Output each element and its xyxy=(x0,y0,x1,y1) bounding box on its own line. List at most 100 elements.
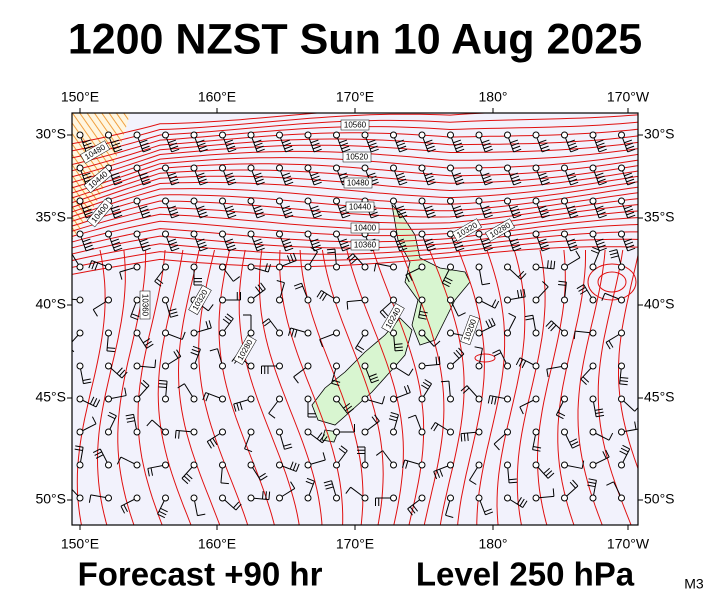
barb-flag xyxy=(348,255,356,262)
barb-flag xyxy=(113,211,122,216)
barb-flag xyxy=(605,342,611,350)
barb-flag xyxy=(292,462,297,471)
barb-flag xyxy=(605,449,610,458)
wind-barb xyxy=(276,197,294,219)
wind-barb xyxy=(405,263,426,283)
barb-flag xyxy=(114,214,123,219)
barb-flag xyxy=(284,244,293,249)
wind-barb xyxy=(276,164,294,186)
wind-barb xyxy=(475,197,493,219)
station xyxy=(561,296,568,304)
barb-flag xyxy=(596,142,605,147)
barb-flag xyxy=(236,402,240,411)
station xyxy=(447,131,454,139)
barb-flag xyxy=(254,175,263,180)
barb-flag xyxy=(508,478,517,481)
barb-flag xyxy=(191,348,200,353)
station xyxy=(589,362,597,370)
barb-flag xyxy=(256,214,265,219)
station xyxy=(276,197,283,205)
wind-barb xyxy=(474,346,483,370)
barb-flag xyxy=(139,205,148,210)
station xyxy=(618,197,625,205)
station xyxy=(504,362,511,370)
barb-flag xyxy=(331,382,340,386)
barb-flag xyxy=(268,491,271,500)
barb-flag xyxy=(513,247,522,252)
barb-flag xyxy=(345,405,353,412)
barb-flag xyxy=(284,145,293,150)
station xyxy=(133,362,141,370)
wind-barb xyxy=(345,486,369,502)
station xyxy=(589,494,597,502)
barb-flag xyxy=(171,148,180,153)
wind-barb xyxy=(355,329,369,353)
station xyxy=(618,263,625,271)
barb-flag xyxy=(382,309,389,317)
wind-barb xyxy=(561,460,585,469)
station xyxy=(133,131,141,139)
barb-flag xyxy=(620,376,629,379)
barb-flag xyxy=(375,450,383,456)
wind-barb xyxy=(219,230,237,252)
barb-flag xyxy=(425,175,434,180)
wind-barb xyxy=(323,480,340,502)
station xyxy=(304,329,312,337)
station xyxy=(162,164,169,172)
station xyxy=(76,263,84,271)
barb-flag xyxy=(541,148,550,153)
station xyxy=(447,461,454,469)
wind-barb xyxy=(276,428,293,450)
barb-flag xyxy=(439,468,444,477)
barb-flag xyxy=(538,172,547,177)
wind-barb xyxy=(76,131,94,153)
barb-flag xyxy=(222,318,230,325)
wind-barb xyxy=(133,359,157,370)
wind-barb xyxy=(319,329,340,348)
barb-flag xyxy=(114,247,123,252)
contour-line xyxy=(72,159,638,199)
barb-flag xyxy=(597,211,606,216)
station xyxy=(361,494,369,502)
barb-flag xyxy=(418,317,427,320)
barb-flag xyxy=(82,205,91,210)
barb-flag xyxy=(316,432,323,440)
barb-flag xyxy=(255,211,264,216)
wind-barb xyxy=(606,481,625,502)
barb-flag xyxy=(340,241,349,246)
station xyxy=(561,164,568,172)
barb-flag xyxy=(598,247,607,252)
barb-flag xyxy=(233,403,237,412)
barb-flag xyxy=(254,286,261,294)
barb-flag xyxy=(139,238,148,243)
barb-flag xyxy=(481,205,490,210)
wind-barb xyxy=(233,395,255,412)
barb-flag xyxy=(433,423,439,432)
station xyxy=(190,197,198,205)
barb-flag xyxy=(197,513,206,517)
contour-line xyxy=(429,249,465,525)
barb-flag xyxy=(412,504,419,512)
station xyxy=(561,263,568,271)
wind-barb xyxy=(418,164,436,186)
barb-flag xyxy=(220,482,229,485)
station xyxy=(76,428,84,436)
wind-barb xyxy=(515,357,540,370)
wind-barb xyxy=(608,249,625,271)
contour-label-box xyxy=(452,218,482,242)
barb-flag xyxy=(199,247,208,252)
station xyxy=(418,461,426,469)
forecast-label: Forecast +90 hr xyxy=(78,556,323,593)
station xyxy=(532,164,540,172)
barb-flag xyxy=(634,406,638,412)
barb-flag xyxy=(339,139,348,144)
barb-flag xyxy=(455,244,464,249)
lon-label-bottom: 170°W xyxy=(607,536,650,552)
station xyxy=(390,461,397,469)
station xyxy=(105,131,112,139)
station xyxy=(361,428,369,436)
wind-barb xyxy=(375,450,397,469)
contour-line xyxy=(72,246,638,275)
barb-flag xyxy=(339,238,348,243)
